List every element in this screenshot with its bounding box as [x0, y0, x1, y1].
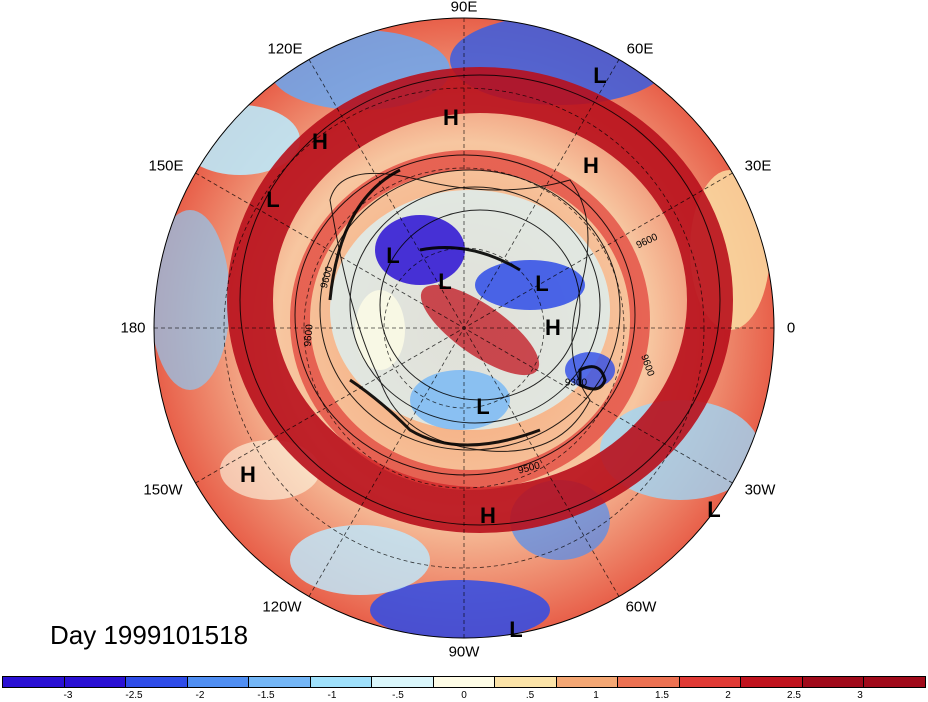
low-marker: L [386, 243, 400, 268]
lon-label-60e: 60E [626, 40, 654, 58]
lon-label-60w: 60W [625, 598, 657, 616]
contour-label: 9300 [564, 377, 588, 389]
anomaly-field [154, 18, 774, 638]
colorbar-box [618, 677, 680, 687]
high-marker: H [545, 315, 561, 340]
lon-label-180: 180 [120, 319, 146, 337]
colorbar-box [679, 677, 742, 687]
colorbar-tick-label: -1.5 [257, 690, 275, 701]
low-marker: L [476, 394, 490, 419]
low-marker: L [535, 271, 549, 296]
lon-label-0: 0 [786, 319, 796, 337]
colorbar-box [3, 677, 65, 687]
colorbar-box [433, 677, 496, 687]
colorbar-tick-label: 0 [461, 690, 467, 701]
colorbar-box [372, 677, 434, 687]
colorbar-tick-label: 2 [725, 690, 731, 701]
colorbar-tick-label: -3 [63, 690, 73, 701]
colorbar-tick-label: 2.5 [787, 690, 801, 701]
colorbar-box [864, 677, 925, 687]
lon-label-120w: 120W [262, 598, 302, 616]
colorbar-box [495, 677, 557, 687]
lon-label-30e: 30E [744, 157, 772, 175]
colorbar-tick-label: 3 [857, 690, 863, 701]
colorbar-tick-label: 1.5 [655, 690, 669, 701]
low-marker: L [707, 497, 721, 522]
colorbar-box [310, 677, 373, 687]
map-title: Day 1999101518 [50, 620, 249, 650]
colorbar-tick-label: .5 [525, 690, 535, 701]
colorbar-tick-label: -.5 [392, 690, 404, 701]
colorbar-tick-label: -2 [195, 690, 205, 701]
colorbar-tick-label: -2.5 [125, 690, 143, 701]
colorbar-box [187, 677, 250, 687]
colorbar-box [126, 677, 188, 687]
contour-label: 9600 [302, 323, 316, 348]
colorbar-tick-label: -1 [327, 690, 337, 701]
lon-label-90e: 90E [450, 0, 478, 16]
lon-label-150e: 150E [148, 157, 184, 175]
colorbar-box [249, 677, 311, 687]
colorbar-tick-label: 1 [593, 690, 599, 701]
map-boundary [153, 17, 775, 639]
high-marker: H [240, 462, 256, 487]
low-marker: L [509, 617, 523, 642]
colorbar-box [802, 677, 865, 687]
colorbar [2, 676, 926, 688]
lon-label-30w: 30W [744, 481, 776, 499]
colorbar-box [556, 677, 619, 687]
low-marker: L [266, 187, 280, 212]
lon-label-120e: 120E [267, 40, 303, 58]
high-marker: H [480, 503, 496, 528]
high-marker: H [312, 129, 328, 154]
high-marker: H [583, 153, 599, 178]
lon-label-90w: 90W [448, 643, 480, 661]
low-marker: L [593, 63, 607, 88]
low-marker: L [438, 269, 452, 294]
colorbar-box [741, 677, 803, 687]
colorbar-box [64, 677, 127, 687]
lon-label-150w: 150W [143, 481, 183, 499]
high-marker: H [443, 105, 459, 130]
